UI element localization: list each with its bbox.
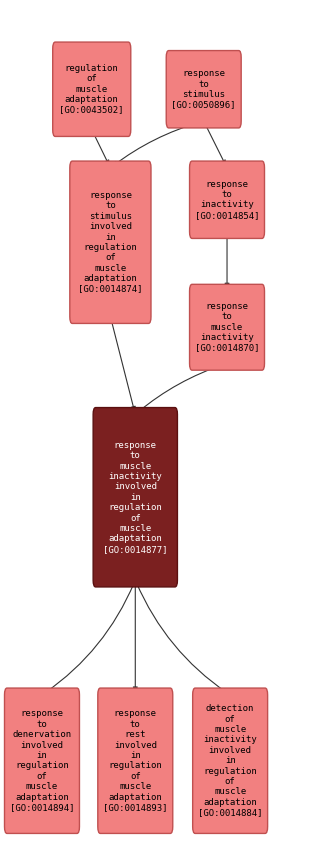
Text: response
to
stimulus
[GO:0050896]: response to stimulus [GO:0050896] [171, 69, 236, 110]
FancyBboxPatch shape [93, 408, 177, 587]
Text: detection
of
muscle
inactivity
involved
in
regulation
of
muscle
adaptation
[GO:0: detection of muscle inactivity involved … [198, 705, 262, 817]
Text: response
to
rest
involved
in
regulation
of
muscle
adaptation
[GO:0014893]: response to rest involved in regulation … [103, 710, 168, 812]
FancyArrowPatch shape [133, 583, 137, 691]
FancyBboxPatch shape [193, 688, 267, 833]
FancyArrowPatch shape [111, 320, 135, 411]
FancyArrowPatch shape [45, 583, 134, 693]
FancyBboxPatch shape [166, 51, 241, 128]
FancyArrowPatch shape [93, 132, 109, 164]
FancyBboxPatch shape [53, 42, 131, 136]
FancyBboxPatch shape [189, 285, 264, 371]
Text: response
to
muscle
inactivity
involved
in
regulation
of
muscle
adaptation
[GO:00: response to muscle inactivity involved i… [103, 441, 168, 553]
Text: response
to
stimulus
involved
in
regulation
of
muscle
adaptation
[GO:0014874]: response to stimulus involved in regulat… [78, 191, 143, 293]
Text: response
to
inactivity
[GO:0014854]: response to inactivity [GO:0014854] [195, 179, 259, 220]
FancyBboxPatch shape [189, 162, 264, 238]
FancyArrowPatch shape [138, 365, 225, 411]
FancyArrowPatch shape [205, 123, 225, 164]
Text: response
to
muscle
inactivity
[GO:0014870]: response to muscle inactivity [GO:001487… [195, 302, 259, 353]
FancyArrowPatch shape [137, 583, 227, 693]
Text: regulation
of
muscle
adaptation
[GO:0043502]: regulation of muscle adaptation [GO:0043… [59, 64, 124, 115]
Text: response
to
denervation
involved
in
regulation
of
muscle
adaptation
[GO:0014894]: response to denervation involved in regu… [10, 710, 74, 812]
FancyBboxPatch shape [98, 688, 173, 833]
FancyArrowPatch shape [225, 235, 229, 287]
FancyArrowPatch shape [114, 122, 201, 166]
FancyBboxPatch shape [70, 162, 151, 324]
FancyBboxPatch shape [5, 688, 80, 833]
